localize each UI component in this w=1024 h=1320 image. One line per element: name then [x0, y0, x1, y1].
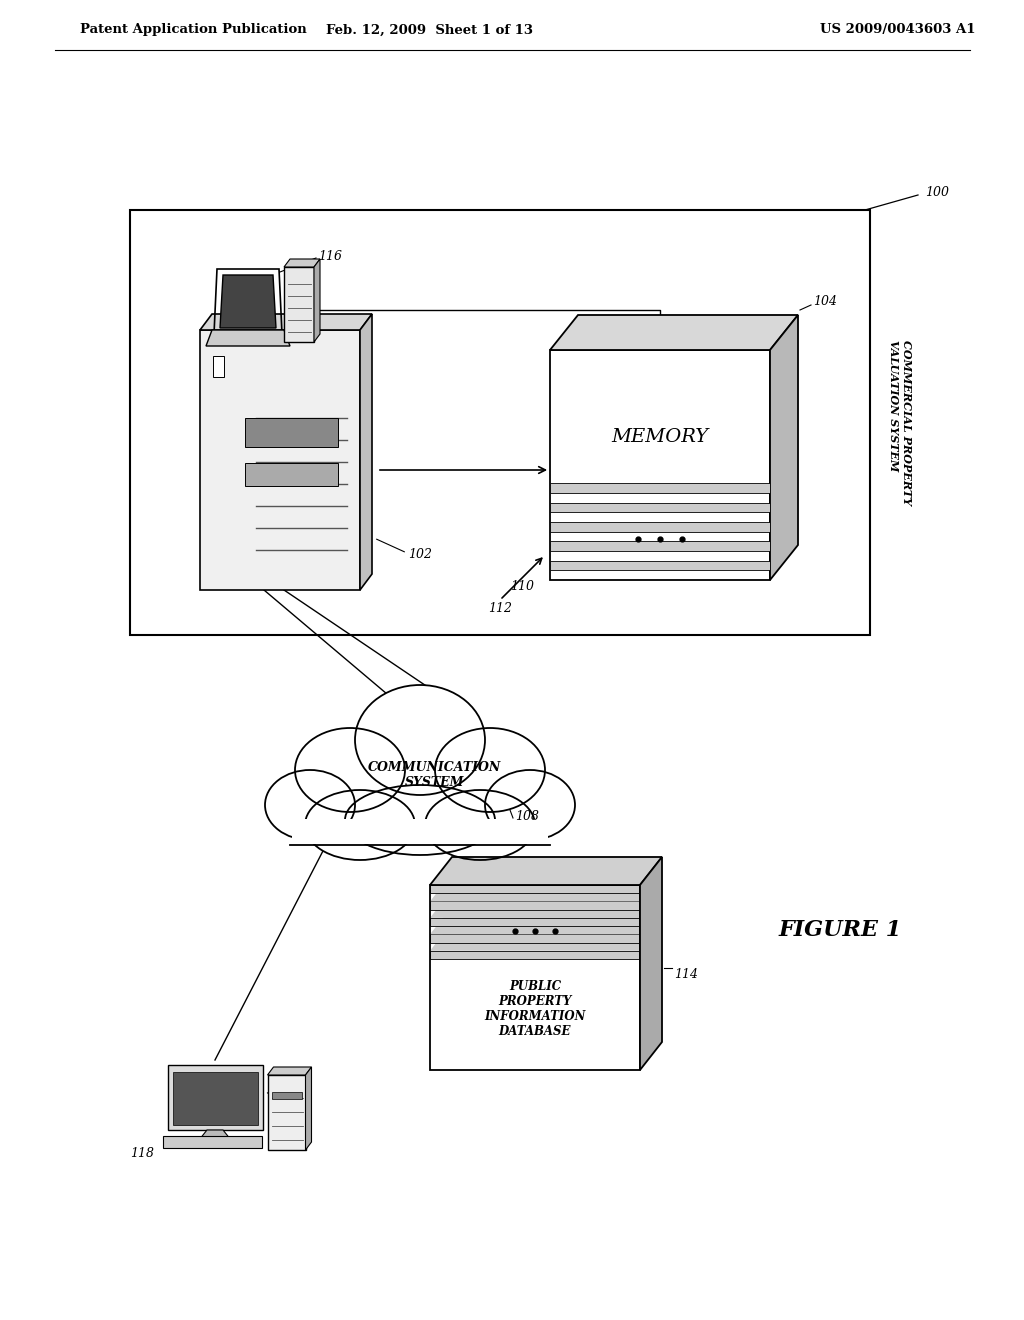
- Text: US 2009/0043603 A1: US 2009/0043603 A1: [820, 24, 976, 37]
- Polygon shape: [430, 857, 662, 884]
- Text: 100: 100: [925, 186, 949, 198]
- Bar: [284, 267, 314, 342]
- Polygon shape: [430, 874, 662, 902]
- Text: 110: 110: [510, 579, 534, 593]
- Ellipse shape: [355, 685, 485, 795]
- Ellipse shape: [305, 789, 415, 861]
- Ellipse shape: [265, 770, 355, 840]
- Polygon shape: [200, 314, 372, 330]
- Bar: [213, 356, 224, 376]
- Polygon shape: [220, 275, 276, 327]
- Text: 106: 106: [281, 1077, 304, 1090]
- Bar: [550, 503, 770, 512]
- Text: PUBLIC
PROPERTY
INFORMATION
DATABASE: PUBLIC PROPERTY INFORMATION DATABASE: [484, 979, 586, 1038]
- Bar: [430, 884, 640, 1071]
- Polygon shape: [430, 857, 662, 884]
- Ellipse shape: [425, 789, 535, 861]
- Bar: [271, 1092, 301, 1100]
- Ellipse shape: [435, 729, 545, 812]
- Polygon shape: [284, 259, 319, 267]
- Polygon shape: [267, 1067, 311, 1074]
- Polygon shape: [770, 315, 798, 579]
- Text: 112: 112: [488, 602, 512, 615]
- Ellipse shape: [345, 785, 495, 855]
- Bar: [172, 1072, 257, 1125]
- Bar: [430, 935, 640, 942]
- Bar: [267, 1074, 305, 1150]
- Text: 114: 114: [674, 968, 698, 981]
- Polygon shape: [430, 923, 662, 950]
- Bar: [430, 884, 640, 894]
- Text: 116: 116: [318, 249, 342, 263]
- Bar: [550, 483, 770, 494]
- Text: Feb. 12, 2009  Sheet 1 of 13: Feb. 12, 2009 Sheet 1 of 13: [327, 24, 534, 37]
- Bar: [163, 1137, 262, 1148]
- Text: FIGURE 1: FIGURE 1: [778, 919, 901, 941]
- Text: COMMERCIAL PROPERTY
VALUATION SYSTEM: COMMERCIAL PROPERTY VALUATION SYSTEM: [888, 341, 911, 506]
- Polygon shape: [640, 857, 662, 1071]
- Polygon shape: [199, 1130, 231, 1140]
- Text: 104: 104: [813, 294, 837, 308]
- Polygon shape: [305, 1067, 311, 1150]
- Polygon shape: [206, 330, 290, 346]
- Bar: [168, 1065, 262, 1130]
- Text: COMMUNICATION
SYSTEM: COMMUNICATION SYSTEM: [369, 762, 502, 789]
- Polygon shape: [314, 259, 319, 342]
- Text: MEMORY: MEMORY: [611, 429, 709, 446]
- Polygon shape: [430, 890, 662, 917]
- Bar: [550, 561, 770, 570]
- Bar: [292, 818, 548, 843]
- Bar: [430, 917, 640, 927]
- Bar: [245, 418, 338, 447]
- Bar: [200, 330, 360, 590]
- Text: 118: 118: [130, 1147, 154, 1160]
- Bar: [550, 350, 770, 579]
- Bar: [290, 814, 550, 845]
- Bar: [550, 521, 770, 532]
- Bar: [550, 541, 770, 550]
- Ellipse shape: [295, 729, 406, 812]
- Text: Patent Application Publication: Patent Application Publication: [80, 24, 307, 37]
- Text: 102: 102: [408, 548, 432, 561]
- Polygon shape: [360, 314, 372, 590]
- Polygon shape: [550, 315, 798, 350]
- Polygon shape: [430, 907, 662, 935]
- Text: 108: 108: [515, 810, 539, 822]
- Bar: [430, 950, 640, 960]
- Bar: [430, 902, 640, 909]
- Ellipse shape: [485, 770, 575, 840]
- Bar: [130, 210, 870, 635]
- Bar: [245, 462, 338, 486]
